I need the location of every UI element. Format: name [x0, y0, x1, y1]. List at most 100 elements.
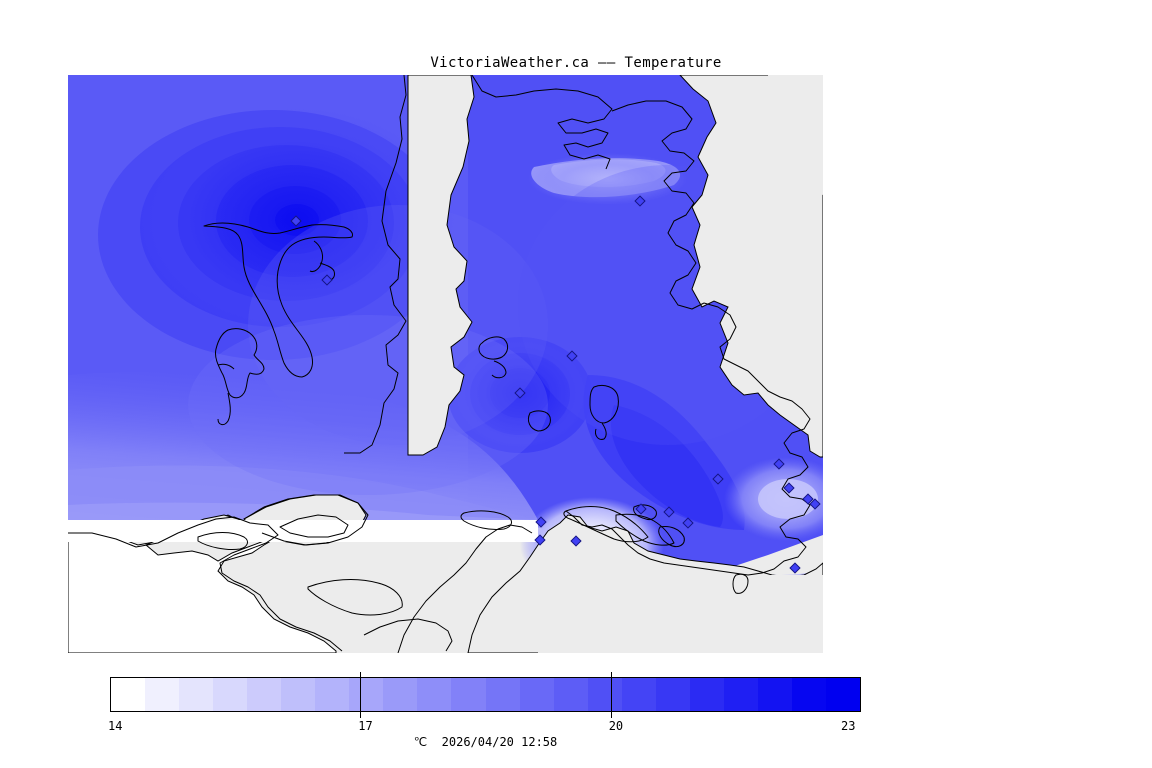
colorbar-band-11	[485, 678, 520, 711]
coast-central-fjord	[344, 75, 407, 454]
field-wash-1	[248, 205, 548, 445]
station-diamond[interactable]	[789, 562, 801, 574]
land-grey-se-fill	[538, 575, 823, 653]
station-marker[interactable]	[514, 387, 526, 399]
station-diamond[interactable]	[682, 517, 694, 529]
station-diamond[interactable]	[514, 387, 526, 399]
coast-tiny-islet	[732, 573, 749, 594]
station-marker[interactable]	[566, 350, 578, 362]
field-pale-north-blob	[528, 153, 688, 205]
station-marker[interactable]	[783, 482, 795, 494]
colorbar-frame	[110, 677, 861, 712]
coast-north	[471, 75, 613, 170]
station-diamond[interactable]	[570, 535, 582, 547]
coast-south-lagoon	[197, 532, 248, 550]
land-central-west	[407, 75, 475, 456]
colorbar-band-19	[757, 678, 792, 711]
colorbar-band-5	[281, 678, 316, 711]
station-diamond[interactable]	[802, 493, 814, 505]
map-panel[interactable]	[68, 75, 823, 653]
coast-harbour-1	[563, 506, 649, 543]
station-marker[interactable]	[712, 473, 724, 485]
coast-nw-island	[203, 222, 353, 378]
colorbar-bands	[111, 678, 861, 711]
coast-islet-1	[527, 410, 551, 432]
coast-central-bay	[478, 336, 509, 360]
colorbar-units-label: ℃ 2026/04/20 12:58	[413, 735, 558, 749]
field-wash-3	[188, 315, 548, 495]
station-marker[interactable]	[634, 195, 646, 207]
coast-harbour-2	[615, 513, 675, 546]
station-marker[interactable]	[682, 517, 694, 529]
land-white-west	[68, 520, 538, 542]
page-title: VictoriaWeather.ca —— Temperature	[430, 55, 722, 71]
colorbar: 14 17 20 23 ℃ 2026/04/20 12:58	[108, 672, 863, 749]
colorbar-label-23: 23	[841, 719, 856, 733]
coast-south-bight	[307, 579, 403, 616]
colorbar-label-14: 14	[108, 719, 123, 733]
colorbar-tick-17	[360, 672, 362, 718]
coast-islet-2b	[595, 422, 607, 440]
land-ne-corner	[768, 75, 823, 195]
colorbar-band-18	[723, 678, 758, 711]
coast-west-island-tail	[217, 392, 231, 426]
station-marker[interactable]	[534, 534, 546, 546]
colorbar-band-10	[451, 678, 486, 711]
station-diamond[interactable]	[566, 350, 578, 362]
coast-northeast-east	[611, 100, 705, 310]
station-diamond[interactable]	[635, 503, 647, 515]
temperature-contour-map[interactable]	[68, 75, 823, 653]
colorbar-band-17	[689, 678, 724, 711]
station-diamond[interactable]	[321, 274, 333, 286]
station-diamond[interactable]	[809, 498, 821, 510]
station-marker[interactable]	[789, 562, 801, 574]
station-marker[interactable]	[290, 215, 302, 227]
station-diamond[interactable]	[773, 458, 785, 470]
station-marker[interactable]	[809, 498, 821, 510]
colorbar-label-20: 20	[608, 719, 624, 733]
station-diamond[interactable]	[663, 506, 675, 518]
coast-south-east-2	[363, 618, 453, 652]
station-marker[interactable]	[802, 493, 814, 505]
station-marker[interactable]	[321, 274, 333, 286]
coast-bar-island	[460, 510, 512, 530]
station-diamond[interactable]	[634, 195, 646, 207]
coast-southeast	[565, 302, 811, 576]
colorbar-band-2	[179, 678, 214, 711]
colorbar-band-4	[247, 678, 282, 711]
colorbar-band-1	[145, 678, 180, 711]
colorbar-band-21	[825, 678, 861, 711]
colorbar-band-13	[553, 678, 588, 711]
station-marker-layer[interactable]	[290, 195, 823, 574]
station-diamond[interactable]	[290, 215, 302, 227]
colorbar-band-9	[417, 678, 452, 711]
coast-south-east-coast	[397, 524, 533, 653]
station-marker[interactable]	[570, 535, 582, 547]
coast-south-continent-2	[243, 494, 369, 546]
colorbar-tick-20	[610, 672, 612, 718]
station-diamond[interactable]	[534, 534, 546, 546]
coast-islet-2	[589, 384, 619, 424]
land-northeast	[679, 75, 823, 458]
coast-west-island	[215, 328, 265, 399]
colorbar-band-6	[315, 678, 350, 711]
station-marker[interactable]	[773, 458, 785, 470]
station-diamond[interactable]	[712, 473, 724, 485]
colorbar-band-15	[621, 678, 656, 711]
coast-harbour-3	[633, 504, 657, 520]
station-marker[interactable]	[635, 503, 647, 515]
station-marker[interactable]	[663, 506, 675, 518]
station-marker[interactable]	[535, 516, 547, 528]
coast-south-continent	[68, 516, 343, 652]
colorbar-band-8	[383, 678, 418, 711]
colorbar-band-7	[349, 678, 384, 711]
station-diamond[interactable]	[535, 516, 547, 528]
coast-central-bay-2	[491, 360, 507, 379]
station-diamond[interactable]	[783, 482, 795, 494]
coastline-layer	[68, 75, 811, 653]
colorbar-band-3	[213, 678, 248, 711]
colorbar-band-14	[587, 678, 622, 711]
colorbar-band-0	[111, 678, 146, 711]
coast-harbour-4	[658, 526, 685, 548]
